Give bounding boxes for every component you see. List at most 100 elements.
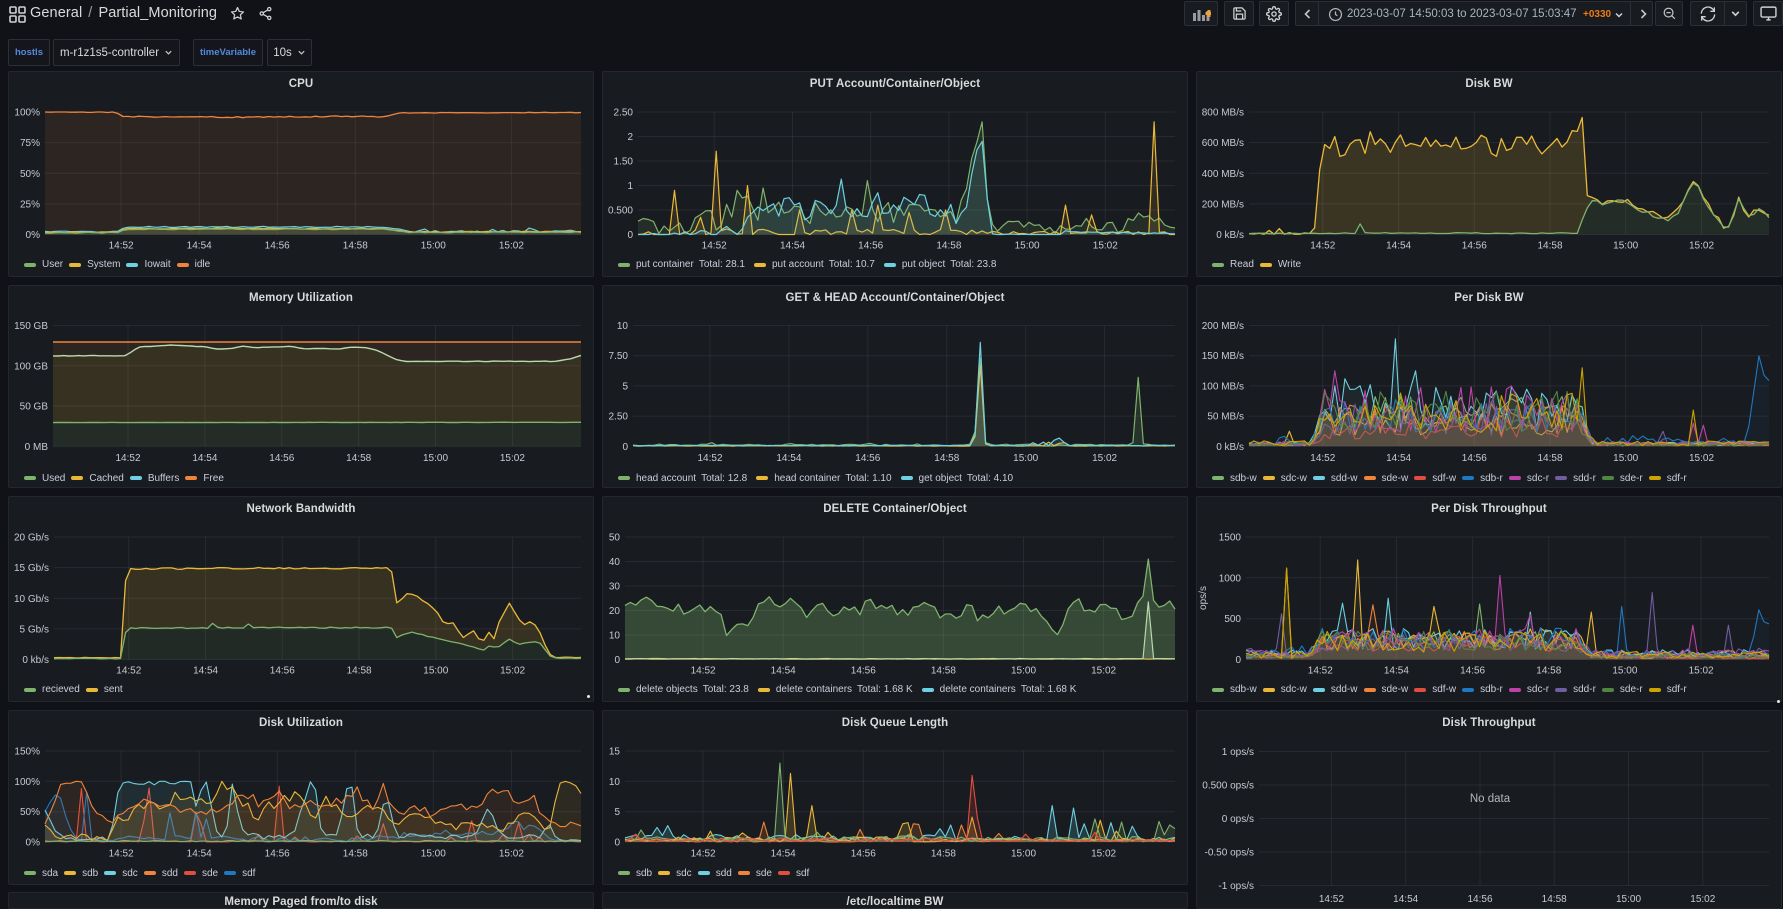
svg-text:30: 30 [609, 582, 621, 593]
svg-text:15:02: 15:02 [500, 666, 525, 677]
svg-text:14:58: 14:58 [1536, 666, 1561, 677]
svg-text:50: 50 [609, 533, 621, 544]
svg-text:14:54: 14:54 [187, 849, 212, 860]
svg-text:15:02: 15:02 [1093, 241, 1118, 252]
svg-text:400 MB/s: 400 MB/s [1202, 169, 1244, 180]
svg-text:14:54: 14:54 [187, 241, 212, 252]
svg-text:14:58: 14:58 [931, 849, 956, 860]
svg-text:0 kB/s: 0 kB/s [1216, 230, 1244, 241]
svg-text:14:58: 14:58 [936, 241, 961, 252]
svg-text:20: 20 [609, 606, 621, 617]
svg-text:ops/s: ops/s [1198, 586, 1209, 610]
svg-text:14:52: 14:52 [691, 849, 716, 860]
svg-text:14:54: 14:54 [192, 453, 217, 464]
svg-text:15:02: 15:02 [1689, 241, 1714, 252]
svg-text:10: 10 [609, 777, 621, 788]
svg-text:14:52: 14:52 [697, 453, 722, 464]
svg-text:14:58: 14:58 [343, 241, 368, 252]
svg-text:15:00: 15:00 [1612, 666, 1637, 677]
svg-text:14:52: 14:52 [691, 666, 716, 677]
svg-text:500: 500 [1224, 614, 1241, 625]
svg-text:15:00: 15:00 [1015, 241, 1040, 252]
svg-text:100%: 100% [14, 108, 40, 119]
svg-text:15:02: 15:02 [1091, 666, 1116, 677]
svg-text:1: 1 [627, 181, 633, 192]
svg-text:14:54: 14:54 [776, 453, 801, 464]
svg-text:1.50: 1.50 [614, 157, 634, 168]
svg-text:14:56: 14:56 [1460, 666, 1485, 677]
svg-text:15:02: 15:02 [500, 453, 525, 464]
svg-text:14:52: 14:52 [115, 453, 140, 464]
svg-text:15:02: 15:02 [1690, 894, 1715, 905]
svg-text:100 MB/s: 100 MB/s [1202, 381, 1244, 392]
svg-text:14:58: 14:58 [934, 453, 959, 464]
svg-text:10 Gb/s: 10 Gb/s [14, 594, 49, 605]
svg-text:150 GB: 150 GB [14, 321, 48, 332]
svg-text:0: 0 [627, 230, 633, 241]
svg-text:15:02: 15:02 [499, 849, 524, 860]
svg-text:14:54: 14:54 [1384, 666, 1409, 677]
svg-text:5: 5 [614, 807, 620, 818]
svg-text:-1 ops/s: -1 ops/s [1218, 881, 1254, 892]
svg-text:50%: 50% [20, 807, 40, 818]
svg-text:600 MB/s: 600 MB/s [1202, 138, 1244, 149]
svg-text:1000: 1000 [1219, 573, 1242, 584]
svg-text:15:00: 15:00 [423, 453, 448, 464]
svg-text:No data: No data [1470, 793, 1511, 805]
svg-text:14:54: 14:54 [1386, 241, 1411, 252]
svg-text:2: 2 [627, 132, 633, 143]
svg-text:15:00: 15:00 [423, 666, 448, 677]
svg-text:50 MB/s: 50 MB/s [1207, 412, 1244, 423]
svg-text:15:00: 15:00 [1613, 453, 1638, 464]
svg-text:14:58: 14:58 [1537, 453, 1562, 464]
svg-text:15:02: 15:02 [499, 241, 524, 252]
svg-text:15:02: 15:02 [1092, 453, 1117, 464]
svg-text:0 ops/s: 0 ops/s [1222, 814, 1254, 825]
svg-text:14:54: 14:54 [1386, 453, 1411, 464]
svg-text:10: 10 [617, 321, 629, 332]
svg-text:14:52: 14:52 [116, 666, 141, 677]
svg-text:0: 0 [614, 838, 620, 849]
svg-text:2.50: 2.50 [609, 412, 629, 423]
svg-text:15:00: 15:00 [1616, 894, 1641, 905]
svg-text:14:58: 14:58 [931, 666, 956, 677]
svg-text:1500: 1500 [1219, 533, 1242, 544]
svg-text:14:54: 14:54 [193, 666, 218, 677]
svg-text:15:02: 15:02 [1689, 666, 1714, 677]
svg-text:15:00: 15:00 [421, 241, 446, 252]
svg-text:0: 0 [622, 442, 628, 453]
svg-text:14:56: 14:56 [1462, 453, 1487, 464]
svg-text:5: 5 [622, 381, 628, 392]
svg-text:14:56: 14:56 [270, 666, 295, 677]
svg-text:0 kb/s: 0 kb/s [22, 655, 49, 666]
svg-text:14:52: 14:52 [702, 241, 727, 252]
svg-text:0: 0 [1235, 655, 1241, 666]
svg-text:0%: 0% [26, 230, 41, 241]
svg-text:0.500: 0.500 [608, 206, 633, 217]
svg-text:150%: 150% [14, 747, 40, 758]
svg-text:15:00: 15:00 [1613, 241, 1638, 252]
svg-text:14:52: 14:52 [1310, 241, 1335, 252]
svg-text:20 Gb/s: 20 Gb/s [14, 533, 49, 544]
svg-text:14:56: 14:56 [858, 241, 883, 252]
svg-text:14:56: 14:56 [855, 453, 880, 464]
svg-text:0%: 0% [26, 838, 41, 849]
svg-text:14:52: 14:52 [1308, 666, 1333, 677]
svg-text:14:52: 14:52 [1319, 894, 1344, 905]
svg-text:14:58: 14:58 [347, 666, 372, 677]
svg-text:14:54: 14:54 [780, 241, 805, 252]
svg-text:14:56: 14:56 [269, 453, 294, 464]
svg-text:1 ops/s: 1 ops/s [1222, 747, 1254, 758]
svg-text:14:52: 14:52 [1310, 453, 1335, 464]
svg-text:15:02: 15:02 [1091, 849, 1116, 860]
svg-text:15 Gb/s: 15 Gb/s [14, 563, 49, 574]
svg-text:14:56: 14:56 [1467, 894, 1492, 905]
svg-text:75%: 75% [20, 138, 40, 149]
svg-text:200 MB/s: 200 MB/s [1202, 199, 1244, 210]
svg-text:800 MB/s: 800 MB/s [1202, 108, 1244, 119]
svg-text:14:54: 14:54 [1393, 894, 1418, 905]
svg-text:14:58: 14:58 [343, 849, 368, 860]
svg-text:14:52: 14:52 [109, 849, 134, 860]
svg-text:0: 0 [614, 655, 620, 666]
svg-text:14:52: 14:52 [109, 241, 134, 252]
